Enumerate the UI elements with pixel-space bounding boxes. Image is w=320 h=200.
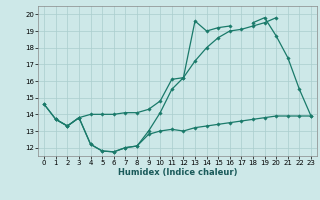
X-axis label: Humidex (Indice chaleur): Humidex (Indice chaleur) [118, 168, 237, 177]
